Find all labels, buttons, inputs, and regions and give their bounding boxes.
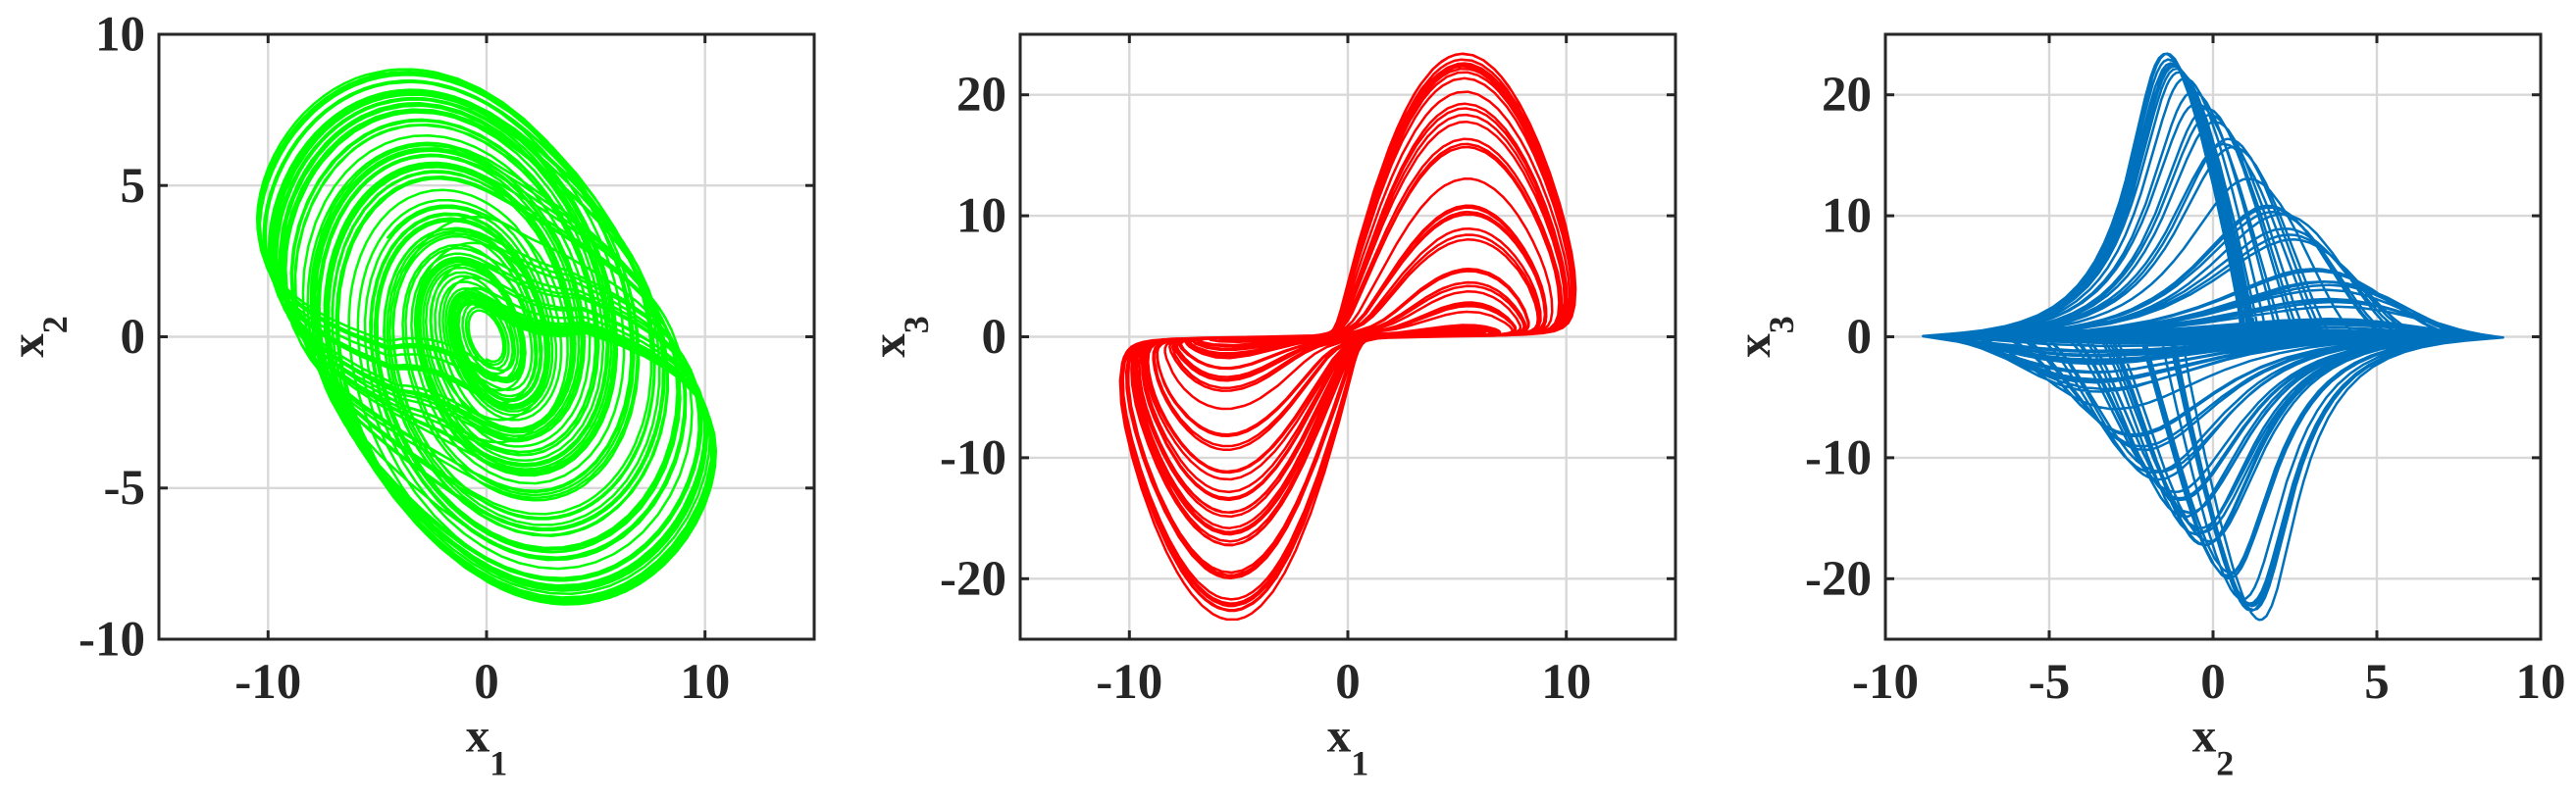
svg-text:0: 0 xyxy=(121,310,146,365)
svg-text:20: 20 xyxy=(956,68,1006,123)
svg-text:-10: -10 xyxy=(78,613,145,668)
svg-text:10: 10 xyxy=(2516,655,2566,710)
svg-text:0: 0 xyxy=(474,655,499,710)
svg-text:-10: -10 xyxy=(234,655,301,710)
svg-text:0: 0 xyxy=(982,310,1007,365)
svg-text:5: 5 xyxy=(121,159,146,214)
svg-text:-20: -20 xyxy=(940,552,1006,607)
svg-text:10: 10 xyxy=(1822,189,1872,244)
svg-text:-10: -10 xyxy=(940,430,1006,485)
svg-text:5: 5 xyxy=(2364,655,2390,710)
svg-text:10: 10 xyxy=(956,189,1006,244)
svg-text:0: 0 xyxy=(1847,310,1873,365)
svg-text:10: 10 xyxy=(95,8,145,63)
svg-text:20: 20 xyxy=(1822,68,1872,123)
svg-text:-20: -20 xyxy=(1805,552,1872,607)
svg-text:-5: -5 xyxy=(104,461,145,516)
svg-text:-10: -10 xyxy=(1096,655,1162,710)
svg-text:0: 0 xyxy=(2200,655,2226,710)
svg-text:-10: -10 xyxy=(1852,655,1919,710)
svg-text:10: 10 xyxy=(680,655,730,710)
svg-text:0: 0 xyxy=(1335,655,1361,710)
svg-text:10: 10 xyxy=(1541,655,1591,710)
svg-text:-10: -10 xyxy=(1805,430,1872,485)
svg-text:-5: -5 xyxy=(2029,655,2070,710)
